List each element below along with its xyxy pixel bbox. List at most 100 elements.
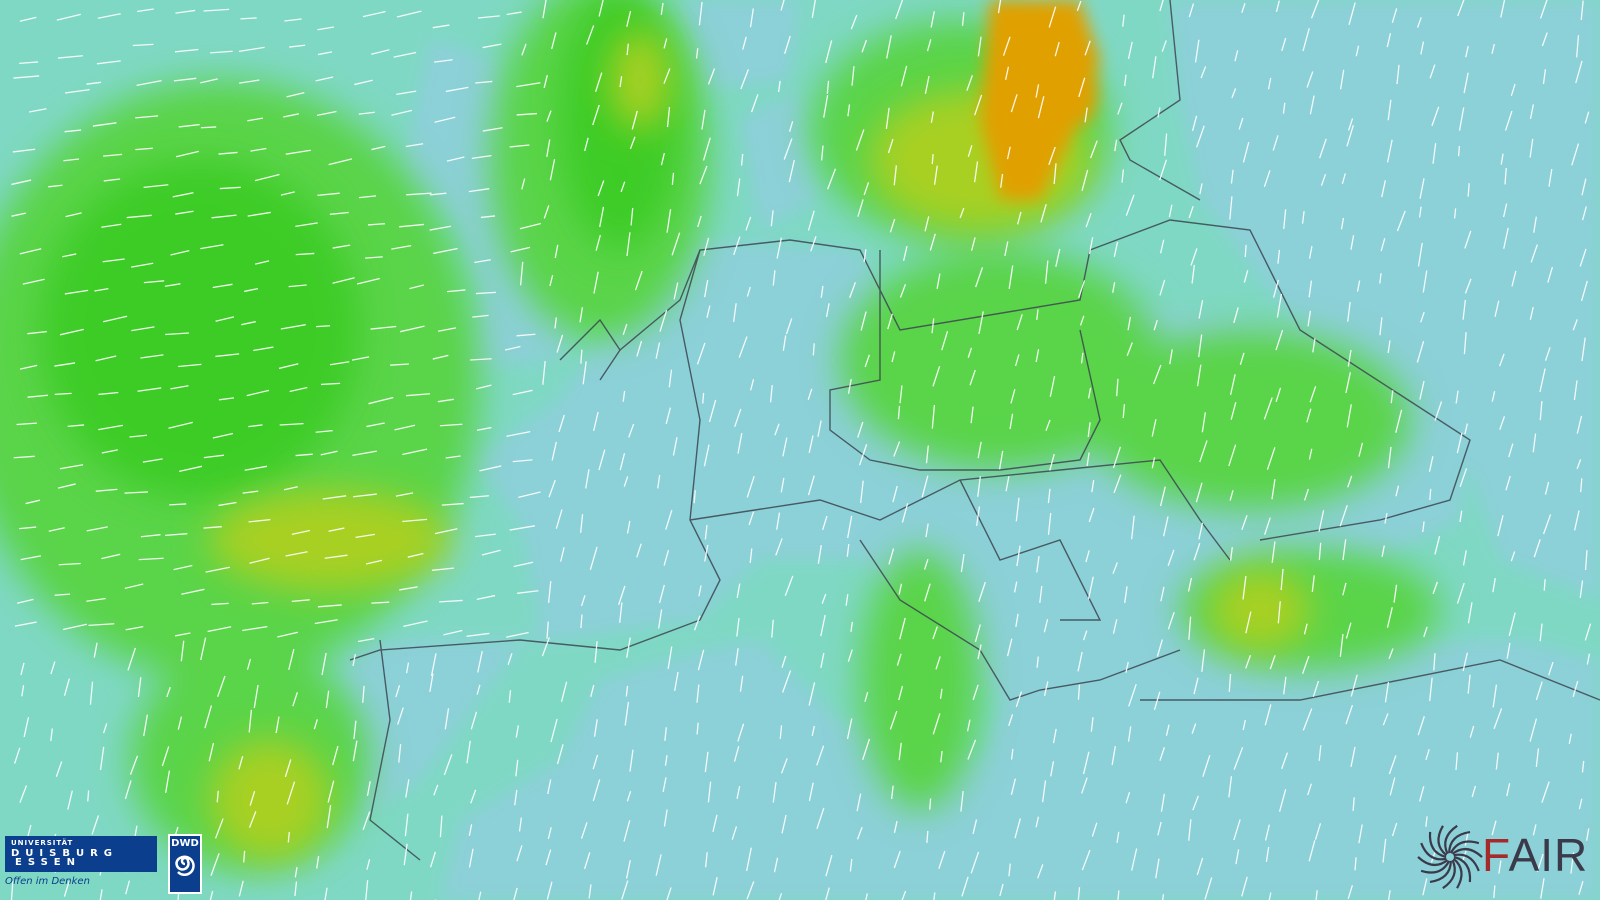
wind-streak	[926, 830, 929, 843]
wind-streak	[1047, 488, 1051, 504]
wind-streak	[482, 127, 503, 132]
wind-streak	[21, 685, 25, 697]
wind-streak	[1198, 522, 1204, 540]
wind-streak	[161, 746, 170, 767]
wind-streak	[746, 286, 751, 297]
wind-streak	[1127, 41, 1133, 60]
wind-streak	[277, 631, 299, 638]
wind-streak	[218, 151, 238, 155]
wind-streak	[1535, 748, 1540, 767]
wind-streak	[960, 553, 965, 573]
wind-streak	[203, 8, 230, 12]
wind-streak	[1245, 611, 1252, 634]
wind-streak	[1580, 280, 1588, 302]
wind-streak	[1280, 568, 1284, 591]
wind-streak	[1269, 655, 1276, 670]
wind-streak	[1041, 780, 1047, 803]
wind-streak	[1167, 549, 1175, 567]
wind-streak	[1511, 270, 1517, 287]
wind-streak	[895, 0, 904, 20]
wind-streak	[1267, 77, 1272, 90]
wind-streak	[93, 642, 98, 658]
wind-streak	[750, 379, 755, 391]
wind-streak	[1455, 390, 1459, 404]
wind-streak	[396, 10, 422, 18]
wind-streak	[1187, 577, 1193, 592]
wind-streak	[1532, 824, 1537, 836]
wind-streak	[13, 75, 40, 79]
wind-streak	[1112, 562, 1118, 574]
wind-streak	[737, 433, 743, 454]
wind-streak	[466, 632, 490, 637]
wind-streak	[1231, 88, 1237, 99]
wind-streak	[1005, 476, 1010, 492]
wind-streak	[127, 647, 136, 671]
wind-streak	[899, 385, 903, 404]
wind-streak	[1350, 674, 1358, 697]
wind-streak	[735, 648, 739, 666]
wind-streak	[289, 386, 308, 393]
wind-streak	[103, 178, 121, 182]
wind-streak	[316, 110, 337, 116]
wind-streak	[924, 216, 930, 232]
wind-streak	[1243, 270, 1249, 283]
dwd-logo: DWD	[168, 834, 202, 894]
wind-streak	[1191, 264, 1196, 284]
wind-streak	[1002, 36, 1011, 56]
wind-streak	[1159, 486, 1166, 507]
wind-streak	[56, 13, 81, 21]
wind-streak	[1433, 653, 1436, 671]
wind-streak	[595, 234, 601, 251]
wind-streak	[893, 441, 901, 457]
wind-streak	[132, 43, 154, 47]
wind-streak	[474, 259, 491, 264]
wind-streak	[131, 262, 154, 268]
wind-streak	[516, 333, 536, 337]
wind-streak	[780, 0, 785, 11]
wind-streak	[698, 1, 703, 26]
wind-streak	[294, 881, 298, 897]
wind-streak	[1548, 168, 1553, 187]
wind-streak	[286, 92, 305, 98]
wind-streak	[357, 637, 375, 643]
wind-streak	[696, 342, 706, 365]
wind-streak	[1308, 448, 1313, 460]
wind-streak	[126, 214, 152, 219]
wind-streak	[1422, 521, 1425, 533]
wind-streak	[742, 36, 747, 50]
wind-streak	[704, 524, 708, 540]
wind-streak	[370, 325, 397, 330]
wind-streak	[248, 518, 271, 523]
wind-streak	[972, 684, 979, 701]
wind-streak	[547, 779, 552, 795]
wind-streak	[14, 747, 21, 764]
wind-streak	[371, 49, 390, 55]
wind-streak	[211, 214, 237, 219]
wind-streak	[1350, 746, 1356, 767]
wind-streak	[733, 746, 740, 762]
wind-streak	[622, 323, 628, 335]
wind-streak	[11, 212, 26, 217]
wind-streak	[482, 43, 502, 49]
wind-streak	[170, 385, 189, 390]
wind-streak	[969, 369, 976, 386]
wind-streak	[519, 261, 524, 286]
wind-streak	[509, 144, 530, 148]
wind-streak	[865, 893, 868, 900]
wind-streak	[1087, 387, 1092, 399]
wind-streak	[1013, 581, 1018, 593]
wind-streak	[855, 129, 865, 151]
wind-streak	[1081, 777, 1088, 794]
wind-streak	[977, 644, 982, 660]
wind-streak	[970, 851, 980, 874]
wind-streak	[921, 475, 929, 498]
wind-streak	[326, 805, 332, 829]
wind-streak	[95, 355, 117, 362]
wind-streak	[860, 311, 867, 331]
wind-streak	[697, 215, 702, 228]
wind-streak	[930, 111, 934, 123]
wind-streak	[1160, 793, 1165, 812]
wind-streak	[698, 585, 702, 597]
wind-streak	[1502, 203, 1508, 218]
